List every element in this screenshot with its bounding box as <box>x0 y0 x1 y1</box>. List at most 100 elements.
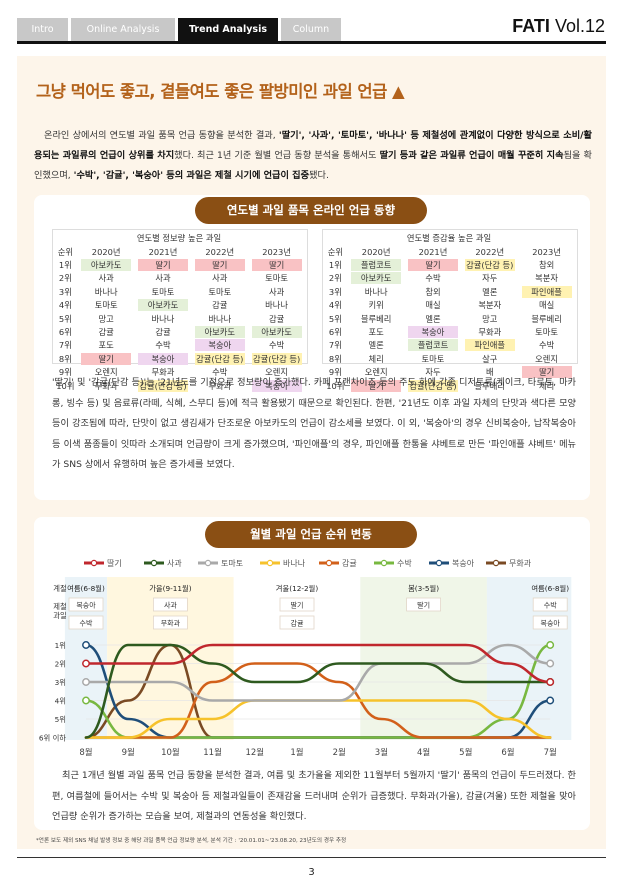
table-row: 10위 무화과 감귤(단감 등) 무화과 복숭아 <box>53 379 305 392</box>
season-label: 겨울(12-2월) <box>276 584 319 593</box>
table-row: 2위 사과 사과 사과 토마토 <box>53 272 305 285</box>
y-tick-label: 3위 <box>55 678 66 687</box>
table-row: 6위 포도 복숭아 무화과 토마토 <box>323 325 575 339</box>
in-season-fruit: 수박 <box>80 619 93 628</box>
table-row: 9위 오렌지 무화과 수박 오렌지 <box>53 366 305 379</box>
table-row: 2위 아보카도 수박 자두 복분자 <box>323 272 575 285</box>
fruit-cell: 감귤 <box>268 313 285 324</box>
fruit-cell: 감귤(단감 등) <box>407 379 458 392</box>
endpoint-marker <box>82 641 90 649</box>
in-season-fruit-box <box>68 597 104 612</box>
fruit-cell: 딸기 <box>135 258 192 272</box>
season-label: 봄(3-5월) <box>408 584 439 593</box>
in-season-fruit: 복숭아 <box>541 619 561 628</box>
page-headline: 그냥 먹어도 좋고, 곁들여도 좋은 팔방미인 과일 언급 ▲ <box>36 82 405 101</box>
table-row: 8위 체리 토마토 살구 오렌지 <box>323 352 575 365</box>
table-row: 5위 블루베리 멜론 망고 블루베리 <box>323 312 575 325</box>
rank-cell: 9위 <box>328 367 342 378</box>
legend-marker <box>492 559 500 567</box>
tab-online-analysis[interactable]: Online Analysis <box>71 18 175 41</box>
fruit-cell: 복숭아 <box>405 325 462 339</box>
fruit-row-label: 제철 <box>53 602 67 611</box>
rank-cell: 8위 <box>328 353 342 364</box>
fruit-cell: 포도 <box>368 327 384 338</box>
fruit-cell: 멜론 <box>425 313 441 324</box>
fruit-cell: 바나나 <box>208 313 232 324</box>
fruit-cell: 자두 <box>425 367 441 378</box>
fruit-cell: 오렌지 <box>94 367 118 378</box>
rank-cell: 5위 <box>328 313 342 324</box>
legend-label: 감귤 <box>342 558 357 568</box>
y-tick-label: 5위 <box>55 715 66 724</box>
table-header-cell: 2020년 <box>91 246 121 257</box>
fruit-cell: 아보카도 <box>248 325 305 339</box>
endpoint-marker <box>82 659 90 668</box>
table-row: 3위 바나나 토마토 토마토 사과 <box>53 285 305 298</box>
table-header-cell: 2022년 <box>205 246 235 257</box>
legend-label: 토마토 <box>221 559 243 568</box>
yearly-volume-table: 연도별 정보량 높은 과일 순위 2020년 2021년 2022년 2023년 1위 아보카… <box>53 231 305 392</box>
x-tick-label: 8월 <box>79 747 92 758</box>
in-season-fruit-box <box>279 597 315 612</box>
fruit-cell: 복분자 <box>535 273 559 284</box>
fruit-cell: 배 <box>485 367 494 378</box>
rank-cell: 10위 <box>56 380 75 391</box>
x-tick-label: 2월 <box>333 747 346 758</box>
fruit-cell: 토마토 <box>421 353 445 364</box>
fruit-cell: 감귤(단감 등) <box>464 259 515 272</box>
in-season-fruit-box <box>68 615 104 630</box>
table-caption: 연도별 증감율 높은 과일 <box>406 233 492 243</box>
fruit-cell: 바나나 <box>265 300 289 311</box>
fruit-cell: 감귤(단감 등) <box>137 379 188 392</box>
legend-label: 수박 <box>397 558 412 568</box>
table-header-cell: 순위 <box>57 246 74 257</box>
fruit-cell: 무화과 <box>478 327 502 338</box>
legend-marker <box>325 559 333 567</box>
endpoint-marker <box>82 678 90 686</box>
yearly-growth-table: 연도별 증감율 높은 과일 순위 2020년 2021년 2022년 2023년 1위 플럼코… <box>323 231 575 392</box>
rank-cell: 7위 <box>328 340 342 351</box>
fruit-cell: 망고 <box>98 313 114 324</box>
season-label: 가을(9-11월) <box>149 584 192 593</box>
table-row: 7위 멜론 플럼코트 파인애플 수박 <box>323 339 575 352</box>
rank-cell: 1위 <box>328 260 342 271</box>
fruit-cell: 사과 <box>98 273 114 284</box>
rank-cell: 3위 <box>328 286 342 297</box>
monthly-rank-body: 최근 1개년 월별 과일 품목 언급 동향을 분석한 결과, 여름 및 초가을을… <box>52 770 576 822</box>
table-row: 1위 플럼코트 딸기 감귤(단감 등) 참외 <box>323 258 575 272</box>
fruit-cell: 토마토 <box>94 300 118 311</box>
right-table-frame <box>322 229 578 364</box>
tab-intro[interactable]: Intro <box>17 18 68 41</box>
page-number: 3 <box>308 867 315 878</box>
tab-column[interactable]: Column <box>281 18 341 41</box>
footnote: *언론 보도 제외 SNS 채널 발생 정보 중 해당 과일 품목 언급 정보량… <box>36 838 347 844</box>
fruit-cell: 복숭아 <box>135 352 192 365</box>
y-tick-label: 2위 <box>55 660 66 669</box>
intro-paragraph: 온라인 상에서의 연도별 과일 품목 언급 동향을 분석한 결과, '딸기', … <box>34 130 592 181</box>
rank-cell: 3위 <box>58 286 72 297</box>
page-divider <box>17 857 606 858</box>
fruit-cell: 토마토 <box>535 327 559 338</box>
fruit-cell: 딸기 <box>191 258 248 272</box>
fruit-cell: 수박 <box>268 340 285 351</box>
fruit-cell: 블루베리 <box>531 313 562 324</box>
table-header-cell: 2021년 <box>148 246 178 257</box>
in-season-fruit: 감귤 <box>291 620 304 628</box>
fruit-cell: 감귤 <box>212 300 228 311</box>
in-season-fruit-box <box>532 597 568 612</box>
fruit-cell: 망고 <box>482 313 498 324</box>
in-season-fruit: 복숭아 <box>76 601 96 610</box>
x-tick-label: 9월 <box>122 747 135 758</box>
x-tick-label: 7월 <box>544 747 557 758</box>
x-tick-label: 5월 <box>459 747 472 758</box>
fruit-cell: 매실 <box>425 300 441 311</box>
fruit-cell: 복숭아 <box>191 339 248 352</box>
tab-trend-analysis[interactable]: Trend Analysis <box>178 18 278 41</box>
rank-cell: 5위 <box>58 313 72 324</box>
endpoint-marker <box>82 696 90 705</box>
fruit-cell: 감귤(단감 등) <box>194 352 245 365</box>
x-tick-label: 10월 <box>161 747 180 758</box>
x-tick-label: 11월 <box>203 747 222 758</box>
table-row: 10위 딸기 감귤(단감 등) 블루베리 체리 <box>323 379 575 392</box>
in-season-fruit-box <box>532 615 568 630</box>
